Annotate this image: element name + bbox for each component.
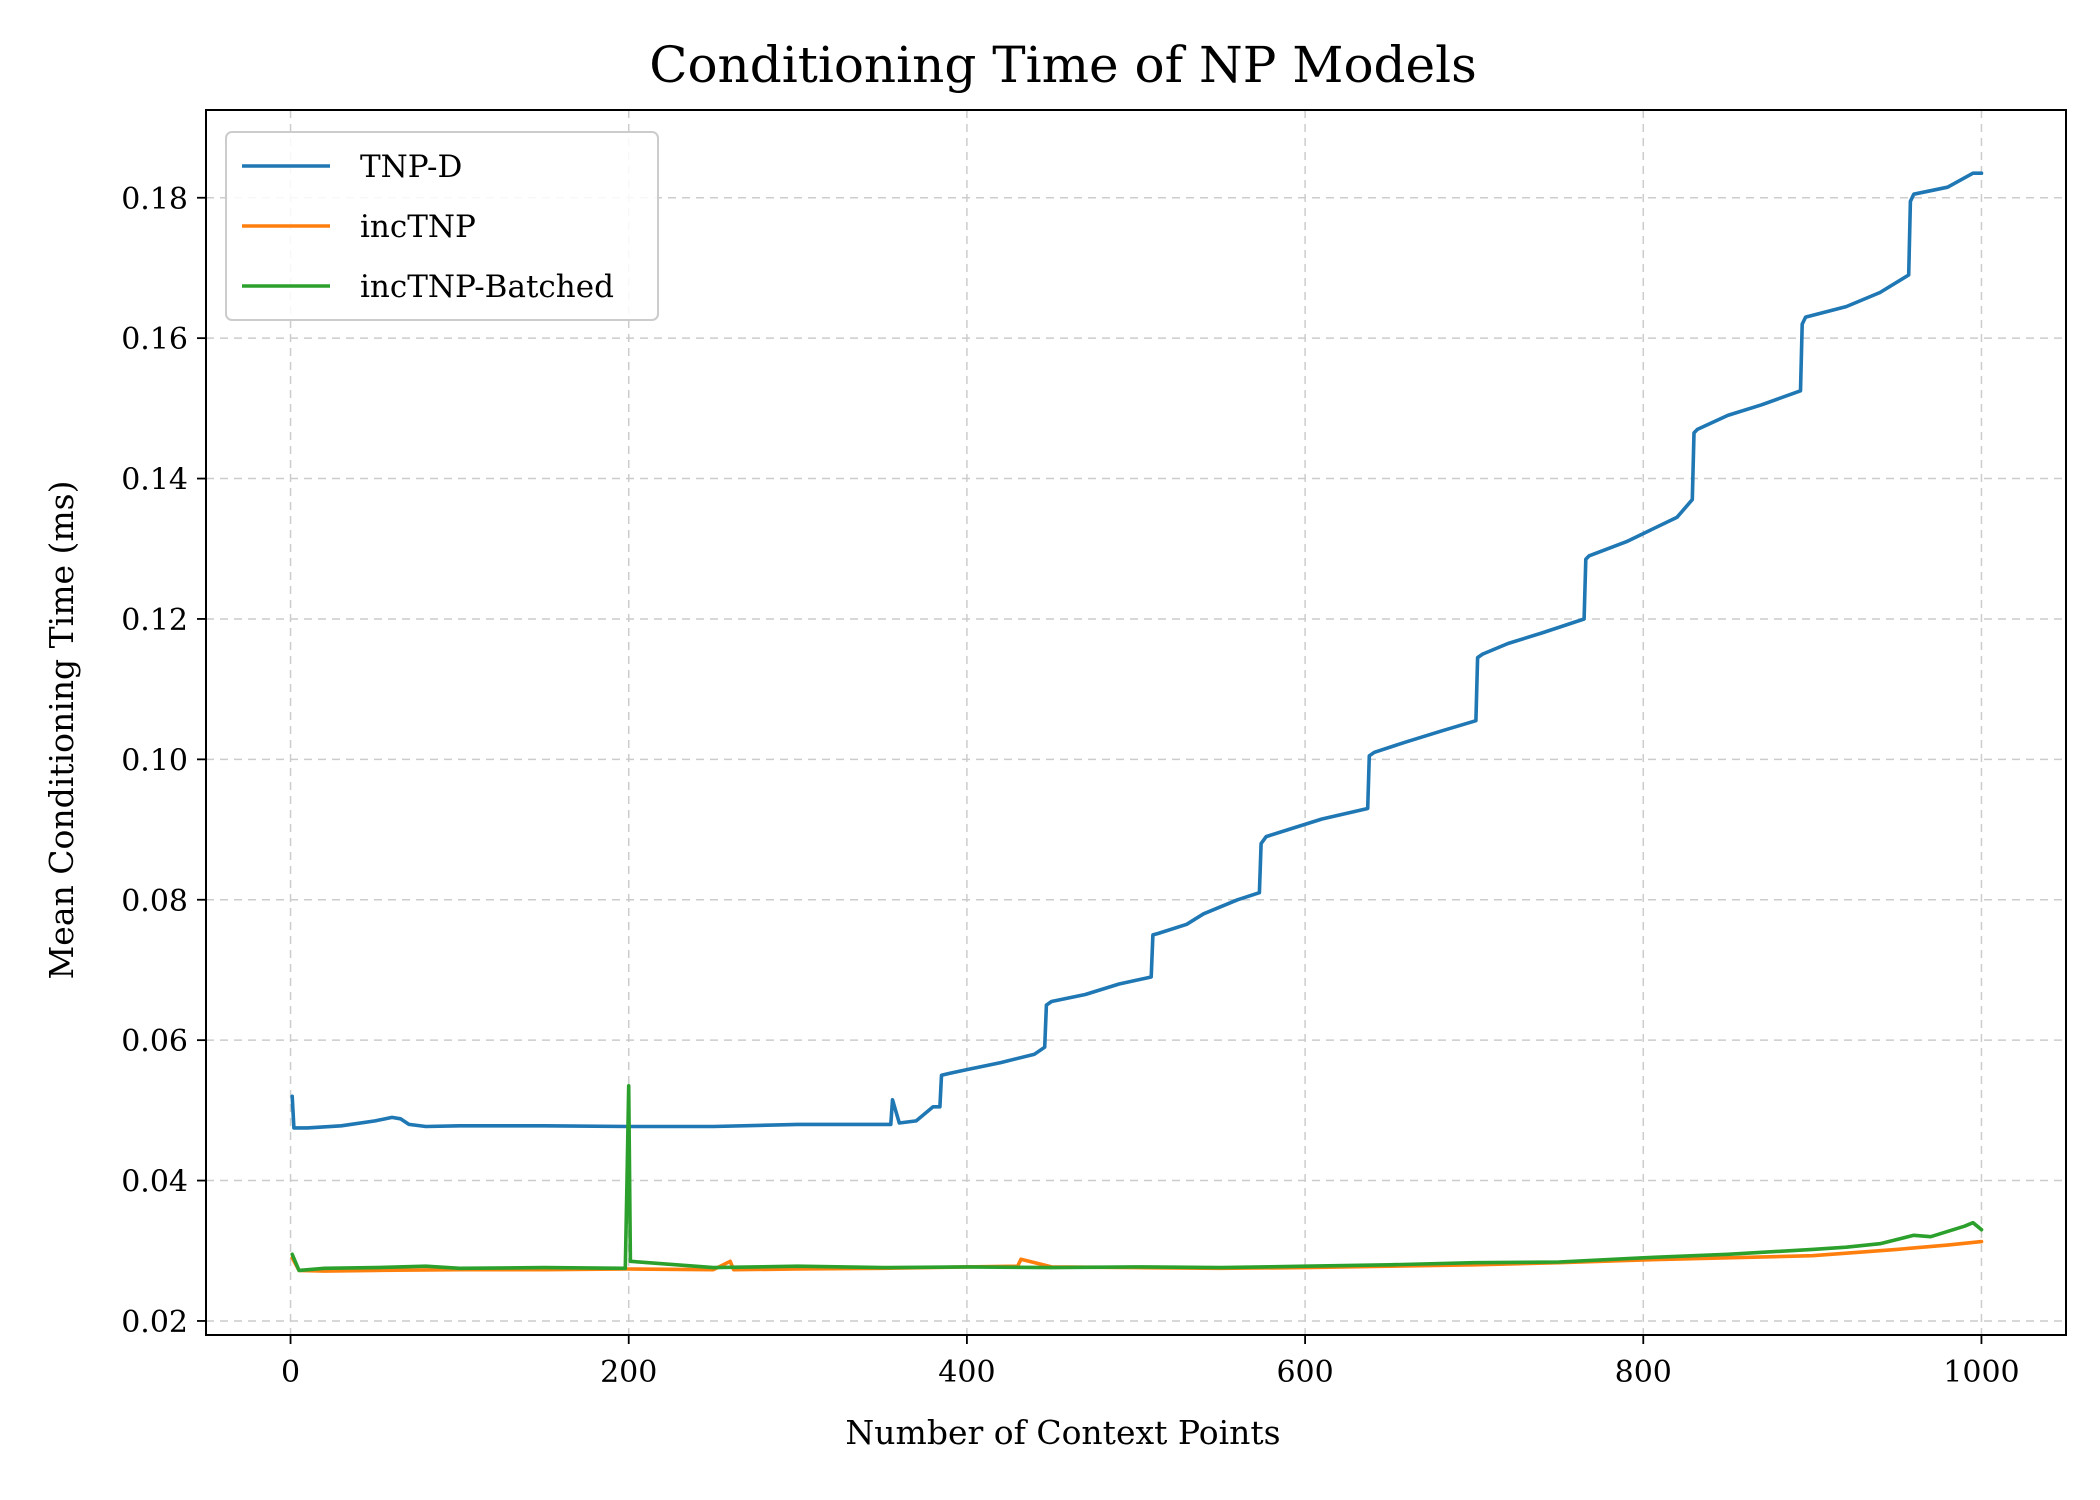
series-lines bbox=[290, 171, 1984, 1273]
x-tick-label: 400 bbox=[938, 1355, 995, 1390]
x-tick-label: 0 bbox=[281, 1355, 300, 1390]
legend-label: incTNP bbox=[360, 209, 476, 245]
plot-frame bbox=[205, 109, 2067, 1336]
y-tick-label: 0.04 bbox=[121, 1165, 188, 1200]
y-tick-label: 0.14 bbox=[121, 463, 188, 498]
y-axis-label: Mean Conditioning Time (ms) bbox=[42, 481, 81, 980]
x-axis-label: Number of Context Points bbox=[845, 1413, 1280, 1452]
y-tick-label: 0.12 bbox=[121, 603, 188, 638]
x-tick-label: 200 bbox=[600, 1355, 657, 1390]
legend: TNP-D incTNP incTNP-Batched bbox=[225, 131, 659, 321]
chart-title: Conditioning Time of NP Models bbox=[649, 36, 1477, 94]
legend-label: TNP-D bbox=[360, 149, 462, 185]
legend-box bbox=[225, 131, 659, 321]
legend-label: incTNP-Batched bbox=[360, 269, 614, 305]
series-line-tnp-d bbox=[290, 171, 1984, 1130]
y-tick-label: 0.08 bbox=[121, 884, 188, 919]
y-tick-label: 0.06 bbox=[121, 1024, 188, 1059]
x-tick-label: 600 bbox=[1276, 1355, 1333, 1390]
x-tick-label: 1000 bbox=[1943, 1355, 2019, 1390]
y-tick-label: 0.16 bbox=[121, 322, 188, 357]
y-tick-label: 0.10 bbox=[121, 743, 188, 778]
series-line-inctnp-batched bbox=[290, 1084, 1984, 1273]
x-tick-label: 800 bbox=[1615, 1355, 1672, 1390]
axis-ticks: 0 200 400 600 800 1000 0.02 0.04 0.06 0.08 0.10 0.1… bbox=[121, 182, 2019, 1390]
y-tick-label: 0.18 bbox=[121, 182, 188, 217]
y-tick-label: 0.02 bbox=[121, 1305, 188, 1340]
